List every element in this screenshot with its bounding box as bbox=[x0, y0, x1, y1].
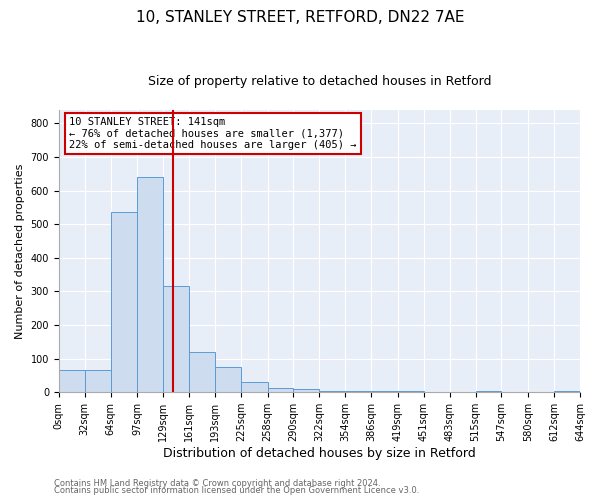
Bar bbox=[137, 177, 163, 392]
Bar bbox=[241, 382, 268, 392]
Bar bbox=[476, 390, 502, 392]
X-axis label: Distribution of detached houses by size in Retford: Distribution of detached houses by size … bbox=[163, 447, 476, 460]
Text: Contains HM Land Registry data © Crown copyright and database right 2024.: Contains HM Land Registry data © Crown c… bbox=[54, 478, 380, 488]
Bar bbox=[110, 212, 137, 392]
Bar bbox=[85, 370, 110, 392]
Bar bbox=[215, 367, 241, 392]
Bar bbox=[293, 389, 319, 392]
Text: 10 STANLEY STREET: 141sqm
← 76% of detached houses are smaller (1,377)
22% of se: 10 STANLEY STREET: 141sqm ← 76% of detac… bbox=[69, 117, 357, 150]
Title: Size of property relative to detached houses in Retford: Size of property relative to detached ho… bbox=[148, 75, 491, 88]
Bar bbox=[163, 286, 189, 392]
Bar bbox=[59, 370, 85, 392]
Text: Contains public sector information licensed under the Open Government Licence v3: Contains public sector information licen… bbox=[54, 486, 419, 495]
Y-axis label: Number of detached properties: Number of detached properties bbox=[15, 164, 25, 339]
Bar bbox=[268, 388, 293, 392]
Bar bbox=[319, 390, 345, 392]
Text: 10, STANLEY STREET, RETFORD, DN22 7AE: 10, STANLEY STREET, RETFORD, DN22 7AE bbox=[136, 10, 464, 25]
Bar bbox=[554, 390, 580, 392]
Bar bbox=[398, 390, 424, 392]
Bar bbox=[371, 390, 398, 392]
Bar bbox=[189, 352, 215, 392]
Bar bbox=[345, 390, 371, 392]
